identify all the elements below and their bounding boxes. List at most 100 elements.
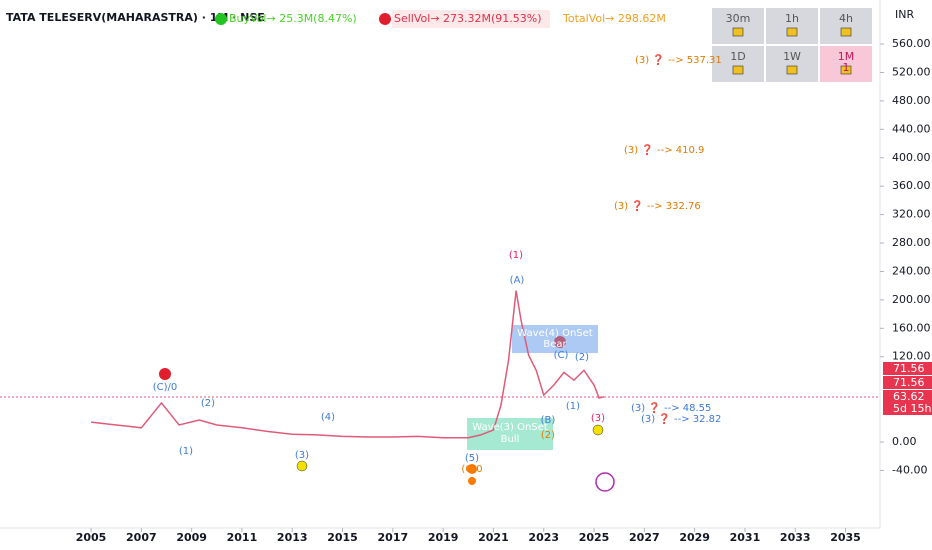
price-tag-bg [883, 390, 932, 415]
lock-icon [840, 27, 852, 37]
annotation: (3) ❓ --> 537.31 [635, 53, 722, 66]
annotation: (1) [179, 446, 193, 457]
currency: INR [895, 8, 914, 21]
x-tick-label: 2035 [830, 531, 861, 544]
icon [595, 472, 615, 492]
y-tick-label: 360.00 [892, 179, 931, 192]
marker [159, 368, 171, 380]
price-tag-bg [883, 362, 932, 375]
timeframe-button[interactable] [766, 8, 818, 44]
countdown: 5d 15h [893, 402, 931, 415]
x-tick-label: 2013 [277, 531, 308, 544]
total-vol: TotalVol→ 298.62M [562, 12, 666, 25]
marker [467, 464, 477, 474]
lock-icon [732, 27, 744, 37]
y-tick-label: 0.00 [892, 435, 917, 448]
x-tick-label: 2031 [730, 531, 761, 544]
timeframe-sub: 1 [843, 61, 850, 74]
buy-vol: BuyVol→ 25.3M(8.47%) [229, 12, 357, 25]
x-tick-label: 2017 [378, 531, 409, 544]
annotation: (C) [554, 350, 569, 361]
timeframe-label: 1D [730, 50, 745, 63]
lock-icon [786, 65, 798, 75]
annotation: (3) [295, 450, 309, 461]
annotation: (5) [465, 453, 479, 464]
marker [592, 424, 604, 436]
sell-vol: SellVol→ 273.32M(91.53%) [394, 12, 542, 25]
x-tick-label: 2007 [126, 531, 157, 544]
timeframe-label: 1h [785, 12, 799, 25]
price-line [90, 290, 605, 439]
annotation: (1) [509, 250, 523, 261]
x-tick-label: 2009 [176, 531, 207, 544]
y-tick-label: 560.00 [892, 37, 931, 50]
annotation: (3) ❓ --> 32.82 [641, 412, 721, 425]
timeframe-label: 30m [726, 12, 751, 25]
annotation: (1) [566, 401, 580, 412]
annotation: (2) [201, 398, 215, 409]
y-tick-label: 160.00 [892, 321, 931, 334]
x-tick-label: 2005 [76, 531, 107, 544]
timeframes: 30m 1h 4h 1D 1W 1M1 [712, 8, 872, 82]
x-tick-label: 2033 [780, 531, 811, 544]
lock-icon [840, 65, 852, 75]
annotation: Bear [543, 339, 567, 350]
price-tag: 71.56 [893, 362, 925, 375]
y-tick-label: 520.00 [892, 65, 931, 78]
y-tick-label: -40.00 [892, 463, 927, 476]
annotation: (3) ❓ --> 48.55 [631, 401, 711, 414]
annotation: (3) ❓ --> 410.9 [624, 143, 704, 156]
annotation: (2) [575, 352, 589, 363]
y-tick-label: 280.00 [892, 236, 931, 249]
y-tick-label: 120.00 [892, 350, 931, 363]
buy-dot [215, 13, 227, 25]
annotation: (2) [541, 430, 555, 441]
lock-icon [786, 27, 798, 37]
price-tag: 71.56 [893, 376, 925, 389]
timeframe-button[interactable] [712, 8, 764, 44]
marker [296, 460, 308, 472]
marker [468, 477, 476, 485]
annotation: (C)0 [461, 464, 482, 475]
x-tick-label: 2029 [679, 531, 710, 544]
x-tick-label: 2021 [478, 531, 509, 544]
annotation: (A) [510, 275, 525, 286]
price-axis-bg [880, 0, 932, 550]
annotation: Wave(4) OnSet [517, 328, 592, 339]
marker [554, 336, 566, 348]
y-tick-label: 240.00 [892, 264, 931, 277]
title: TATA TELESERV(MAHARASTRA) · 1M · NSE [6, 11, 265, 24]
plot: (C)/0 (2) (1) (3) (4) (5)(C)0 (1) (A) Wave(4) On… [90, 53, 722, 475]
timeframe-label: 4h [839, 12, 853, 25]
annotation: (3) [591, 413, 605, 424]
lock-icon [732, 65, 744, 75]
annotation: Wave(3) OnSet [472, 422, 547, 433]
timeframe-button[interactable] [820, 46, 872, 82]
sell-bg [392, 10, 550, 28]
x-tick-label: 2011 [227, 531, 258, 544]
y-tick-label: 200.00 [892, 293, 931, 306]
timeframe-button[interactable] [766, 46, 818, 82]
annotation: (B) [541, 415, 556, 426]
timeframe-label: 1M [838, 50, 855, 63]
sell-dot [379, 13, 391, 25]
x-tick-label: 2025 [579, 531, 610, 544]
y-tick-label: 440.00 [892, 122, 931, 135]
timeframe-label: 1W [783, 50, 801, 63]
price-tag-bg [883, 376, 932, 389]
timeframe-button[interactable] [712, 46, 764, 82]
x-tick-label: 2015 [327, 531, 358, 544]
y-tick-label: 400.00 [892, 151, 931, 164]
annotation: (C)/0 [153, 382, 178, 393]
annotation: (4) [321, 412, 335, 423]
price-tag: 63.62 [893, 390, 925, 403]
annotation: (3) ❓ --> 332.76 [614, 199, 701, 212]
x-tick-label: 2023 [528, 531, 559, 544]
annotation: Bull [501, 434, 520, 445]
x-tick-label: 2027 [629, 531, 660, 544]
timeframe-button[interactable] [820, 8, 872, 44]
x-tick-label: 2019 [428, 531, 459, 544]
y-tick-label: 320.00 [892, 208, 931, 221]
